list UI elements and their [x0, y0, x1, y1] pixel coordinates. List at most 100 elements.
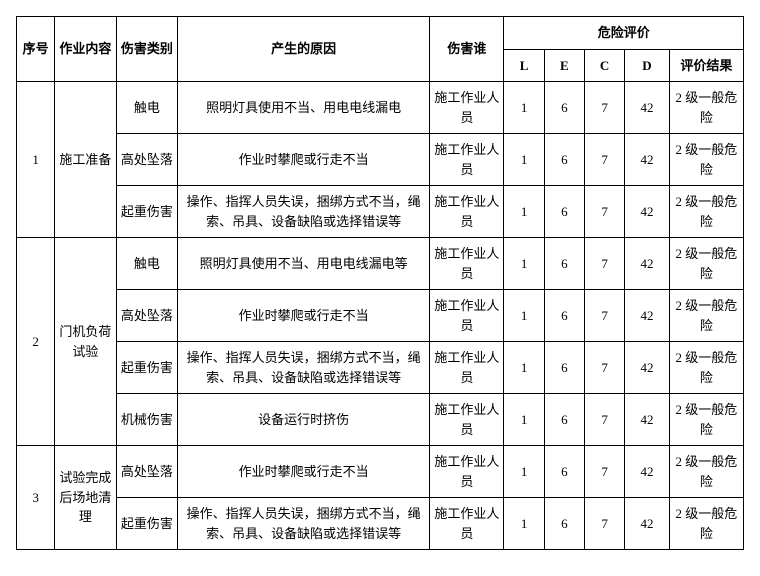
- header-L: L: [504, 49, 544, 82]
- table-row: 2门机负荷试验触电照明灯具使用不当、用电电线漏电等施工作业人员167422 级一…: [17, 238, 744, 290]
- cell-task: 施工准备: [55, 82, 116, 238]
- cell-cause: 设备运行时挤伤: [178, 394, 430, 446]
- cell-who: 施工作业人员: [430, 134, 504, 186]
- header-result: 评价结果: [669, 49, 743, 82]
- table-header: 序号 作业内容 伤害类别 产生的原因 伤害谁 危险评价 L E C D 评价结果: [17, 17, 744, 82]
- header-type: 伤害类别: [116, 17, 177, 82]
- cell-who: 施工作业人员: [430, 290, 504, 342]
- cell-L: 1: [504, 394, 544, 446]
- cell-E: 6: [544, 446, 584, 498]
- header-D: D: [625, 49, 670, 82]
- cell-E: 6: [544, 134, 584, 186]
- cell-who: 施工作业人员: [430, 394, 504, 446]
- cell-E: 6: [544, 238, 584, 290]
- cell-type: 高处坠落: [116, 446, 177, 498]
- cell-type: 触电: [116, 238, 177, 290]
- cell-D: 42: [625, 394, 670, 446]
- table-row: 高处坠落作业时攀爬或行走不当施工作业人员167422 级一般危险: [17, 134, 744, 186]
- cell-cause: 作业时攀爬或行走不当: [178, 290, 430, 342]
- table-body: 1施工准备触电照明灯具使用不当、用电电线漏电施工作业人员167422 级一般危险…: [17, 82, 744, 550]
- header-who: 伤害谁: [430, 17, 504, 82]
- header-idx: 序号: [17, 17, 55, 82]
- cell-E: 6: [544, 82, 584, 134]
- cell-D: 42: [625, 446, 670, 498]
- cell-D: 42: [625, 342, 670, 394]
- cell-E: 6: [544, 342, 584, 394]
- cell-type: 高处坠落: [116, 134, 177, 186]
- table-row: 1施工准备触电照明灯具使用不当、用电电线漏电施工作业人员167422 级一般危险: [17, 82, 744, 134]
- table-row: 起重伤害操作、指挥人员失误，捆绑方式不当，绳索、吊具、设备缺陷或选择错误等施工作…: [17, 186, 744, 238]
- header-task: 作业内容: [55, 17, 116, 82]
- cell-L: 1: [504, 186, 544, 238]
- cell-result: 2 级一般危险: [669, 446, 743, 498]
- header-C: C: [584, 49, 624, 82]
- cell-result: 2 级一般危险: [669, 342, 743, 394]
- cell-L: 1: [504, 446, 544, 498]
- cell-result: 2 级一般危险: [669, 134, 743, 186]
- cell-type: 机械伤害: [116, 394, 177, 446]
- cell-type: 高处坠落: [116, 290, 177, 342]
- cell-D: 42: [625, 134, 670, 186]
- cell-idx: 1: [17, 82, 55, 238]
- cell-cause: 操作、指挥人员失误，捆绑方式不当，绳索、吊具、设备缺陷或选择错误等: [178, 186, 430, 238]
- cell-cause: 操作、指挥人员失误，捆绑方式不当，绳索、吊具、设备缺陷或选择错误等: [178, 342, 430, 394]
- cell-idx: 2: [17, 238, 55, 446]
- cell-C: 7: [584, 238, 624, 290]
- cell-C: 7: [584, 290, 624, 342]
- header-risk: 危险评价: [504, 17, 744, 50]
- cell-D: 42: [625, 186, 670, 238]
- cell-who: 施工作业人员: [430, 238, 504, 290]
- cell-task: 试验完成后场地清理: [55, 446, 116, 550]
- cell-result: 2 级一般危险: [669, 82, 743, 134]
- cell-D: 42: [625, 238, 670, 290]
- cell-type: 触电: [116, 82, 177, 134]
- header-cause: 产生的原因: [178, 17, 430, 82]
- cell-result: 2 级一般危险: [669, 238, 743, 290]
- cell-E: 6: [544, 186, 584, 238]
- header-E: E: [544, 49, 584, 82]
- cell-result: 2 级一般危险: [669, 498, 743, 550]
- cell-task: 门机负荷试验: [55, 238, 116, 446]
- cell-who: 施工作业人员: [430, 498, 504, 550]
- cell-L: 1: [504, 238, 544, 290]
- table-row: 起重伤害操作、指挥人员失误，捆绑方式不当，绳索、吊具、设备缺陷或选择错误等施工作…: [17, 342, 744, 394]
- cell-C: 7: [584, 342, 624, 394]
- cell-L: 1: [504, 134, 544, 186]
- cell-cause: 操作、指挥人员失误，捆绑方式不当，绳索、吊具、设备缺陷或选择错误等: [178, 498, 430, 550]
- cell-E: 6: [544, 290, 584, 342]
- cell-result: 2 级一般危险: [669, 290, 743, 342]
- cell-C: 7: [584, 498, 624, 550]
- table-row: 机械伤害设备运行时挤伤施工作业人员167422 级一般危险: [17, 394, 744, 446]
- cell-C: 7: [584, 394, 624, 446]
- cell-cause: 作业时攀爬或行走不当: [178, 446, 430, 498]
- cell-who: 施工作业人员: [430, 342, 504, 394]
- cell-result: 2 级一般危险: [669, 394, 743, 446]
- cell-cause: 作业时攀爬或行走不当: [178, 134, 430, 186]
- cell-type: 起重伤害: [116, 186, 177, 238]
- table-row: 3试验完成后场地清理高处坠落作业时攀爬或行走不当施工作业人员167422 级一般…: [17, 446, 744, 498]
- cell-who: 施工作业人员: [430, 82, 504, 134]
- cell-idx: 3: [17, 446, 55, 550]
- cell-result: 2 级一般危险: [669, 186, 743, 238]
- table-row: 高处坠落作业时攀爬或行走不当施工作业人员167422 级一般危险: [17, 290, 744, 342]
- cell-C: 7: [584, 446, 624, 498]
- cell-who: 施工作业人员: [430, 446, 504, 498]
- table-row: 起重伤害操作、指挥人员失误，捆绑方式不当，绳索、吊具、设备缺陷或选择错误等施工作…: [17, 498, 744, 550]
- cell-E: 6: [544, 394, 584, 446]
- cell-C: 7: [584, 134, 624, 186]
- cell-C: 7: [584, 186, 624, 238]
- risk-table: 序号 作业内容 伤害类别 产生的原因 伤害谁 危险评价 L E C D 评价结果…: [16, 16, 744, 550]
- cell-cause: 照明灯具使用不当、用电电线漏电等: [178, 238, 430, 290]
- cell-type: 起重伤害: [116, 498, 177, 550]
- cell-D: 42: [625, 498, 670, 550]
- cell-who: 施工作业人员: [430, 186, 504, 238]
- cell-C: 7: [584, 82, 624, 134]
- cell-D: 42: [625, 82, 670, 134]
- cell-type: 起重伤害: [116, 342, 177, 394]
- cell-L: 1: [504, 290, 544, 342]
- cell-E: 6: [544, 498, 584, 550]
- cell-D: 42: [625, 290, 670, 342]
- cell-L: 1: [504, 342, 544, 394]
- cell-cause: 照明灯具使用不当、用电电线漏电: [178, 82, 430, 134]
- cell-L: 1: [504, 498, 544, 550]
